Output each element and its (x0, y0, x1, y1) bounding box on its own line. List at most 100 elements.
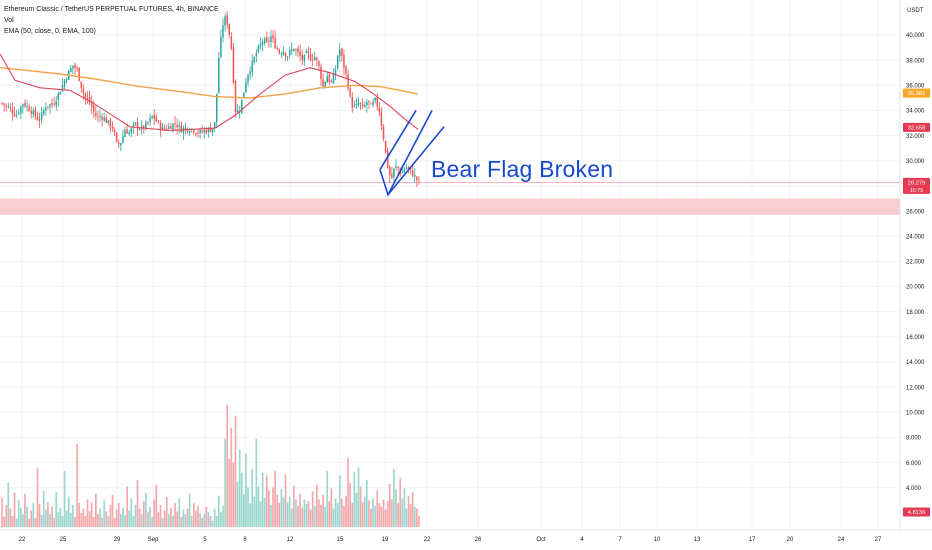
volume-bar (299, 493, 301, 527)
candle-body (232, 47, 235, 83)
price-tick-label: 12.000 (906, 385, 925, 391)
ema-100-line (0, 67, 419, 99)
candle-body (126, 129, 128, 134)
price-badge (903, 177, 930, 194)
volume-bar (117, 503, 120, 527)
volume-bar (247, 487, 249, 527)
time-tick-label: 22 (19, 537, 26, 543)
candle-body (30, 111, 32, 114)
volume-bar (109, 504, 112, 527)
volume-bar (253, 496, 256, 527)
volume-bar (403, 488, 406, 527)
candle-body (386, 150, 389, 168)
volume-bar (107, 515, 110, 527)
candle-body (341, 48, 343, 56)
volume-bar (249, 503, 251, 527)
volume-bar (407, 495, 410, 527)
volume-bar (209, 515, 212, 527)
candle-body (47, 106, 49, 108)
candle-body (364, 105, 366, 107)
candle-body (291, 49, 293, 52)
volume-bar (278, 503, 281, 527)
volume-bar (80, 513, 83, 527)
volume-bar (178, 498, 181, 527)
candle-body (357, 103, 360, 105)
candle-body (228, 23, 231, 35)
volume-bar (136, 480, 139, 527)
volume-bar (386, 501, 389, 527)
volume-bar (140, 514, 143, 527)
price-axis[interactable]: 40.00038.00036.00034.00032.00030.00028.0… (906, 33, 925, 492)
support-zone (0, 198, 900, 215)
volume-bar (53, 517, 55, 527)
candle-body (17, 112, 20, 114)
candle-body (384, 140, 387, 153)
volume-bar (318, 499, 320, 527)
volume-bar (240, 472, 243, 527)
candle-body (299, 51, 301, 57)
volume-bar (63, 470, 66, 527)
price-tick-label: 8.000 (906, 436, 922, 442)
candle-body (205, 130, 208, 133)
volume-bar (261, 472, 264, 527)
volume-bar (282, 497, 285, 527)
candle-body (326, 76, 328, 83)
candle-body (57, 93, 60, 100)
volume-bar (401, 498, 404, 527)
candle-body (24, 102, 26, 107)
volume-bar (305, 504, 308, 527)
volume-bar (234, 415, 237, 527)
time-tick-label: 8 (243, 537, 247, 543)
volume-bar (324, 506, 326, 527)
candle-body (120, 143, 122, 146)
time-tick-label: 12 (287, 537, 294, 543)
price-badge (903, 507, 930, 517)
volume-bar (132, 515, 135, 527)
candle-body (55, 101, 57, 106)
volume-bar (186, 508, 189, 527)
time-tick-label: 4 (580, 537, 584, 543)
volume-bar (284, 474, 287, 527)
volume-bar (388, 483, 391, 527)
candle-body (263, 38, 266, 44)
volume-bar (197, 505, 199, 527)
candle-body (251, 60, 253, 73)
volume-bar (149, 506, 151, 527)
flag-trendline (379, 109, 417, 171)
volume-bar (59, 507, 62, 527)
volume-bar (211, 520, 214, 527)
volume-bar (172, 515, 174, 527)
candle-body (176, 125, 178, 128)
candles (1, 10, 420, 187)
candle-body (370, 103, 372, 105)
volume-bar (334, 498, 337, 527)
candle-body (20, 106, 22, 114)
volume-bar (307, 501, 310, 527)
candle-body (224, 16, 226, 26)
candle-body (309, 53, 312, 61)
candle-body (130, 128, 133, 133)
volume-bar (13, 492, 16, 527)
time-axis[interactable]: 22 25 29 Sep 5 8 12 15 19 22 26 Oct 4 7 10 13 17 20 24 27 (19, 537, 882, 543)
volume-bar (340, 498, 343, 527)
volume-bar (115, 509, 118, 527)
volume-bar (30, 510, 33, 527)
candle-body (220, 36, 222, 57)
candle-body (361, 104, 364, 106)
volume-bar (276, 494, 279, 527)
candle-body (230, 36, 233, 49)
volume-bar (138, 508, 141, 527)
candle-body (355, 103, 358, 106)
candle-body (236, 110, 239, 113)
candle-body (243, 92, 245, 99)
volume-bar (97, 514, 99, 527)
volume-bar (372, 498, 374, 527)
candle-body (172, 123, 174, 131)
price-tick-label: 24.000 (906, 234, 925, 240)
candle-body (61, 85, 64, 91)
candle-body (170, 126, 172, 129)
volume-bar (49, 514, 51, 527)
volume-bar (17, 500, 20, 527)
volume-bar (180, 516, 183, 527)
